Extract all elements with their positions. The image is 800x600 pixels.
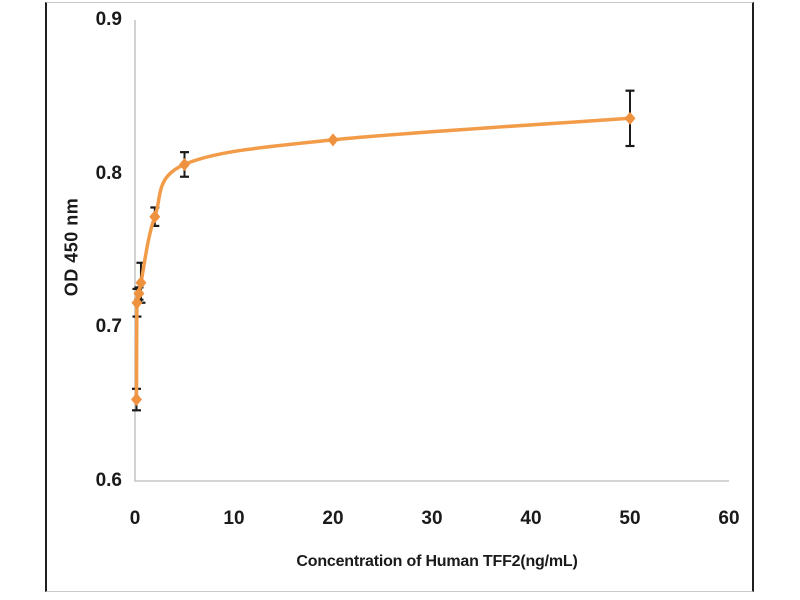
data-point-marker bbox=[133, 287, 145, 301]
image-frame bbox=[45, 2, 754, 592]
y-tick-label: 0.7 bbox=[95, 316, 122, 338]
x-tick-label: 10 bbox=[223, 508, 245, 529]
x-tick-label: 60 bbox=[718, 508, 740, 529]
axis-lines bbox=[134, 20, 729, 482]
data-point-marker bbox=[135, 276, 147, 290]
x-tick-label: 20 bbox=[322, 508, 344, 529]
data-point-marker bbox=[149, 210, 161, 224]
y-tick-label: 0.6 bbox=[95, 470, 122, 491]
data-point-marker bbox=[179, 157, 190, 171]
data-point-marker bbox=[131, 296, 143, 310]
x-tick-label: 0 bbox=[129, 508, 141, 529]
curve-line bbox=[134, 116, 632, 402]
data-point-marker bbox=[624, 111, 636, 125]
data-point-marker bbox=[327, 133, 339, 147]
data-point-marker bbox=[130, 393, 142, 407]
x-tick-label: 40 bbox=[520, 508, 542, 529]
x-tick-label: 50 bbox=[619, 508, 641, 529]
y-axis-title: OD 450 nm bbox=[61, 197, 82, 297]
y-tick-label: 0.8 bbox=[95, 162, 122, 184]
x-axis-title: Concentration of Human TFF2(ng/mL) bbox=[296, 553, 578, 570]
x-tick-label: 30 bbox=[421, 508, 443, 529]
y-tick-label: 0.9 bbox=[95, 9, 122, 30]
